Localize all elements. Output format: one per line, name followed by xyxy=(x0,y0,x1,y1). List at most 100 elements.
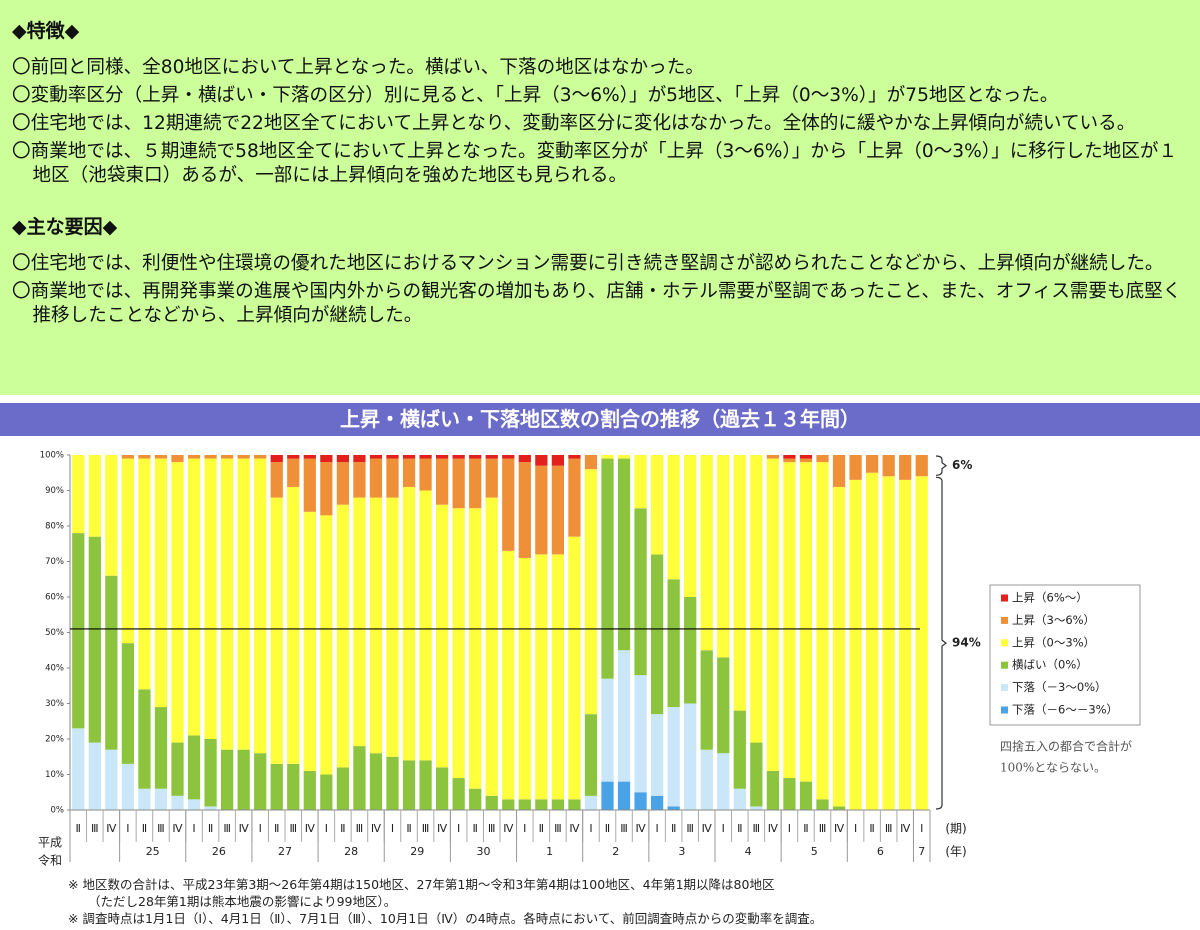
year-label: 6 xyxy=(877,845,884,858)
bar-segment xyxy=(502,458,515,551)
bar-segment xyxy=(336,455,350,463)
year-label: 1 xyxy=(546,845,553,858)
bar-segment xyxy=(650,714,664,796)
bar-segment xyxy=(435,504,449,768)
bar-segment xyxy=(766,458,780,771)
bullet-item: 〇商業地では、再開発事業の進展や国内外からの観光客の増加もあり、店舗・ホテル需要… xyxy=(12,281,1182,326)
x-tick-label: Ⅳ xyxy=(437,822,448,835)
bullet-item: 〇変動率区分（上昇・横ばい・下落の区分）別に見ると、「上昇（3～6%）」が5地区… xyxy=(12,85,1059,106)
bar-segment xyxy=(584,469,598,715)
bar-segment xyxy=(469,458,482,509)
legend-swatch xyxy=(1001,639,1008,647)
x-tick-label: Ⅲ xyxy=(289,822,297,835)
bar-segment xyxy=(138,788,151,810)
bar-segment xyxy=(121,458,135,644)
bar-segment xyxy=(700,749,713,810)
bar-segment xyxy=(601,455,614,459)
bar-segment xyxy=(832,455,846,487)
bar-segment xyxy=(700,650,713,750)
bar-segment xyxy=(568,799,581,810)
bar-segment xyxy=(485,795,498,810)
bar-segment xyxy=(105,575,118,750)
bar-segment xyxy=(650,554,664,715)
bar-segment xyxy=(154,788,168,810)
bar-segment xyxy=(138,458,151,690)
x-tick-label: Ⅰ xyxy=(854,822,857,835)
bar-segment xyxy=(469,788,482,810)
bar-segment xyxy=(187,458,201,736)
bar-segment xyxy=(270,455,283,463)
x-tick-label: Ⅰ xyxy=(192,822,195,835)
bar-segment xyxy=(915,476,928,810)
x-tick-label: Ⅱ xyxy=(406,822,411,835)
x-tick-label: Ⅳ xyxy=(900,822,911,835)
bar-segment xyxy=(717,455,730,658)
bar-segment xyxy=(171,742,184,796)
bar-segment xyxy=(469,508,482,789)
year-label: 25 xyxy=(146,845,160,858)
bar-segment xyxy=(601,458,614,679)
x-tick-label: Ⅲ xyxy=(91,822,99,835)
bar-segment xyxy=(204,455,217,459)
bar-segment xyxy=(799,781,813,810)
bar-segment xyxy=(849,455,862,480)
bar-segment xyxy=(783,458,796,463)
axis-unit-label: (年) xyxy=(945,845,966,859)
bar-segment xyxy=(121,763,135,810)
bar-segment xyxy=(865,472,879,810)
bar-segment xyxy=(386,458,399,498)
section: ◆主な要因◆ 〇住宅地では、利便性や住環境の優れた地区におけるマンション需要に引き… xyxy=(12,214,1190,328)
bracket xyxy=(935,476,947,810)
x-tick-label: Ⅲ xyxy=(753,822,761,835)
bar-segment xyxy=(270,497,283,764)
legend-label: 上昇（3～6%） xyxy=(1012,613,1095,627)
year-label: 28 xyxy=(344,845,358,858)
bar-segment xyxy=(485,458,498,498)
x-tick-label: Ⅰ xyxy=(722,822,725,835)
bar-segment xyxy=(551,799,565,810)
bar-segment xyxy=(502,550,515,800)
bar-segment xyxy=(551,554,565,800)
bar-segment xyxy=(799,462,813,782)
x-tick-label: Ⅲ xyxy=(819,822,827,835)
bar-segment xyxy=(154,455,168,459)
bar-segment xyxy=(435,455,449,459)
bar-segment xyxy=(254,455,267,459)
bar-segment xyxy=(369,458,383,498)
bar-segment xyxy=(386,455,399,459)
section: ◆特徴◆ 〇前回と同様、全80地区において上昇となった。横ばい、下落の地区はなかっ… xyxy=(12,18,1190,188)
bar-segment xyxy=(518,462,531,558)
chart-title: 上昇・横ばい・下落地区数の割合の推移（過去１３年間） xyxy=(0,403,1200,436)
bar-segment xyxy=(452,508,465,779)
bar-segment xyxy=(72,728,85,810)
bar-segment xyxy=(270,462,283,498)
x-tick-label: Ⅲ xyxy=(223,822,231,835)
bar-segment xyxy=(88,536,101,743)
x-tick-label: Ⅱ xyxy=(605,822,610,835)
bullet-item: 〇商業地では、５期連続で58地区全てにおいて上昇となった。変動率区分が「上昇（3… xyxy=(12,141,1178,186)
bar-segment xyxy=(353,455,366,463)
x-tick-label: Ⅳ xyxy=(239,822,250,835)
legend-label: 横ばい（0%） xyxy=(1012,658,1088,672)
bar-segment xyxy=(865,455,879,473)
year-label: 29 xyxy=(410,845,424,858)
bar-segment xyxy=(717,657,730,754)
footnote: ※ 調査時点は1月1日（Ⅰ）、4月1日（Ⅱ）、7月1日（Ⅲ）、10月1日（Ⅳ）の… xyxy=(68,911,823,926)
y-tick-label: 60% xyxy=(45,593,64,603)
x-tick-label: Ⅰ xyxy=(457,822,460,835)
x-tick-label: Ⅰ xyxy=(920,822,923,835)
bar-segment xyxy=(419,458,432,491)
bar-segment xyxy=(617,650,631,782)
bar-segment xyxy=(204,806,217,810)
bar-segment xyxy=(684,703,697,810)
year-label: 3 xyxy=(678,845,685,858)
era-label: 平成 xyxy=(38,836,62,850)
x-tick-label: Ⅳ xyxy=(172,822,183,835)
legend-box xyxy=(989,584,1141,726)
bar-segment xyxy=(121,643,135,764)
bar-segment xyxy=(617,458,631,651)
bar-segment xyxy=(684,455,697,597)
bar-segment xyxy=(386,756,399,810)
bar-segment xyxy=(187,799,201,810)
